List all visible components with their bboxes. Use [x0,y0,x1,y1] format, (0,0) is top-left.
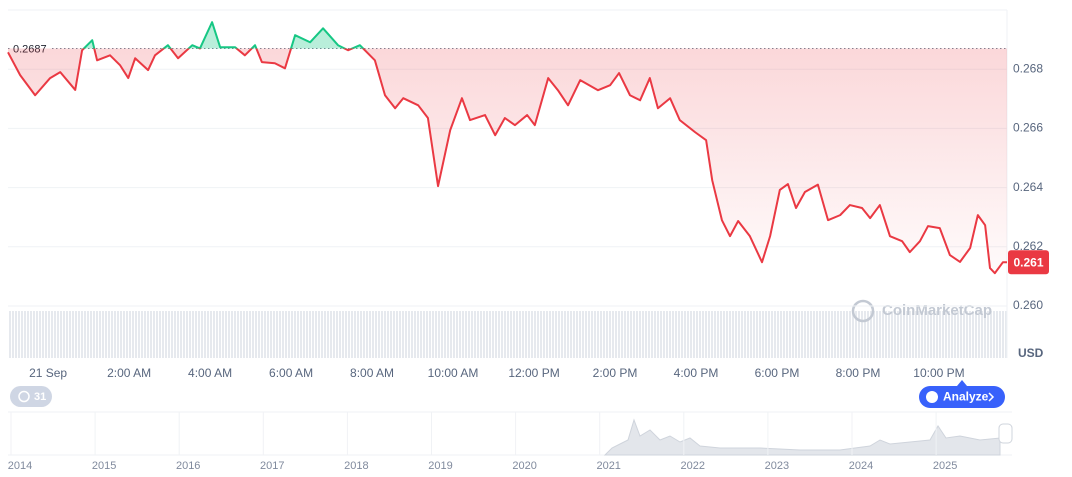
x-tick-label: 21 Sep [29,366,67,380]
y-tick-label: 0.268 [1013,61,1043,75]
navigator-handle[interactable] [998,423,1013,444]
year-label: 2025 [933,460,957,472]
area-below [8,48,1007,274]
x-tick-label: 10:00 PM [913,366,964,380]
year-label: 2017 [260,460,284,472]
current-price-bg [1008,250,1049,275]
x-tick-label: 8:00 AM [350,366,394,380]
history-badge-text: 31 [34,391,46,403]
y-tick-label: 0.262 [1013,239,1043,253]
watermark-text: CoinMarketCap [882,302,992,319]
currency-label: USD [1018,346,1044,360]
x-tick-label: 10:00 AM [428,366,479,380]
analyze-button-text: Analyze [943,390,989,404]
year-label: 2014 [8,460,32,472]
price-line-below [7,48,1007,275]
year-label: 2023 [765,460,789,472]
volume-band [8,311,1007,358]
x-tick-label: 4:00 PM [674,366,719,380]
navigator-history [603,418,1001,456]
year-label: 2021 [596,460,620,472]
y-tick-label: 0.260 [1013,298,1043,312]
year-label: 2020 [512,460,536,472]
year-label: 2016 [176,460,200,472]
year-label: 2022 [681,460,705,472]
year-label: 2018 [344,460,368,472]
x-tick-label: 2:00 PM [593,366,638,380]
year-label: 2019 [428,460,452,472]
history-badge[interactable]: 31 [10,386,52,407]
x-tick-label: 6:00 AM [269,366,313,380]
x-tick-label: 4:00 AM [188,366,232,380]
year-label: 2024 [849,460,873,472]
x-tick-label: 6:00 PM [755,366,800,380]
current-price-label: 0.261 [1013,255,1043,269]
x-tick-label: 2:00 AM [107,366,151,380]
year-label: 2015 [92,460,116,472]
analyze-button[interactable]: Analyze [919,380,1005,408]
y-tick-label: 0.264 [1013,180,1043,194]
x-tick-label: 12:00 PM [508,366,559,380]
y-tick-label: 0.266 [1013,121,1043,135]
x-tick-label: 8:00 PM [836,366,881,380]
